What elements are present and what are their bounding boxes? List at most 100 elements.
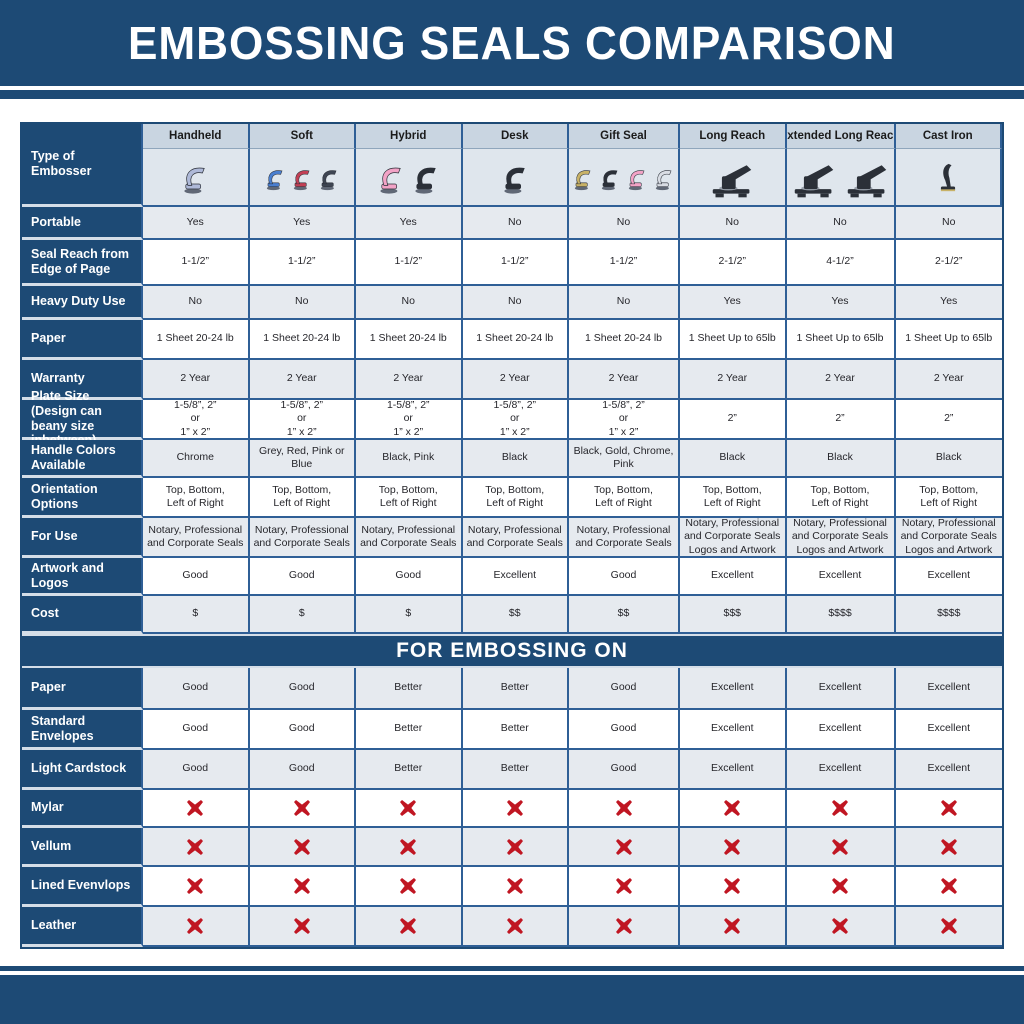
spec-cell: 2 Year [569, 360, 680, 400]
embosser-glyph [293, 170, 310, 191]
not-suitable-x-icon [940, 800, 957, 816]
embosser-glyph [380, 167, 401, 194]
row-label-artwork-and-logos: Artwork and Logos [22, 558, 143, 596]
extended-long-reach-embosser-image [786, 149, 896, 207]
spec-cell: Top, Bottom, Left of Right [143, 478, 250, 518]
row-label-leather: Leather [22, 907, 143, 947]
embosser-glyph [794, 165, 833, 198]
not-suitable-x-icon [187, 838, 204, 855]
row-label-light-cardstock: Light Cardstock [22, 750, 143, 790]
not-suitable-x-icon [615, 838, 632, 855]
row-label-seal-reach-from-edge-of-page: Seal Reach from Edge of Page [22, 240, 143, 286]
spec-cell: 1 Sheet 20-24 lb [356, 320, 463, 360]
not-suitable-x-icon [187, 878, 204, 894]
embossing-cell: Better [462, 750, 569, 790]
spec-cell: 1-5/8”, 2” or 1” x 2” [462, 400, 569, 440]
spec-cell: No [895, 207, 1002, 240]
row-label-warranty: Warranty [22, 360, 143, 400]
spec-cell: Yes [786, 286, 896, 320]
spec-cell: Yes [895, 286, 1002, 320]
spec-cell: No [462, 286, 569, 320]
spec-cell: 2 Year [249, 360, 356, 400]
embossing-cell: Good [143, 668, 250, 710]
footer-bar [0, 975, 1024, 1024]
embossing-cell [143, 828, 250, 867]
embossing-cell [462, 828, 569, 867]
spec-cell: Top, Bottom, Left of Right [680, 478, 787, 518]
spec-cell: Yes [249, 207, 356, 240]
spec-cell: Notary, Professional and Corporate Seals… [786, 518, 896, 558]
embossing-cell: Good [249, 710, 356, 750]
embossing-cell [356, 867, 463, 907]
embossing-cell: Excellent [786, 750, 896, 790]
footer-top-rule [0, 966, 1024, 971]
spec-cell: 2” [680, 400, 787, 440]
spec-cell: 2 Year [143, 360, 250, 400]
spec-cell: Good [569, 558, 680, 596]
embossing-cell [895, 907, 1002, 947]
spec-cell: No [569, 207, 680, 240]
embossing-cell [569, 907, 680, 947]
spec-cell: 1-1/2” [356, 240, 463, 286]
spec-cell: Excellent [895, 558, 1002, 596]
spec-cell: $$$$ [786, 596, 896, 634]
embossing-cell [143, 867, 250, 907]
embossing-cell [462, 907, 569, 947]
row-label-portable: Portable [22, 207, 143, 240]
not-suitable-x-icon [832, 838, 848, 855]
row-label-lined-evenvlops: Lined Evenvlops [22, 867, 143, 907]
comparison-table: Type of Embosser Handheld Soft Hybrid Desk Gi… [20, 122, 1004, 949]
not-suitable-x-icon [832, 918, 848, 934]
embossing-cell: Good [569, 750, 680, 790]
embosser-glyph [415, 167, 436, 194]
footer-divider-gap [0, 971, 1024, 975]
spec-cell: No [249, 286, 356, 320]
gift-seal-embosser-image [569, 149, 680, 207]
column-header-desk: Desk [462, 124, 569, 149]
spec-cell: 1-5/8”, 2” or 1” x 2” [569, 400, 680, 440]
spec-cell: 1 Sheet 20-24 lb [569, 320, 680, 360]
embossing-cell [895, 828, 1002, 867]
spec-cell: $ [249, 596, 356, 634]
embossing-cell: Good [249, 668, 356, 710]
spec-cell: Black [680, 440, 787, 478]
spec-cell: Excellent [680, 558, 787, 596]
row-label-heavy-duty-use: Heavy Duty Use [22, 286, 143, 320]
spec-cell: 1 Sheet Up to 65lb [786, 320, 896, 360]
embossing-cell: Excellent [786, 668, 896, 710]
embossing-cell [680, 867, 787, 907]
embosser-glyph [628, 170, 645, 191]
embossing-cell [786, 828, 896, 867]
not-suitable-x-icon [506, 878, 523, 894]
column-header-gift-seal: Gift Seal [569, 124, 680, 149]
embossing-cell: Good [569, 668, 680, 710]
spec-cell: Black, Pink [356, 440, 463, 478]
spec-cell: $$$$ [895, 596, 1002, 634]
row-label-standard-envelopes: Standard Envelopes [22, 710, 143, 750]
embossing-cell: Good [569, 710, 680, 750]
embossing-cell [895, 867, 1002, 907]
spec-cell: Notary, Professional and Corporate Seals [569, 518, 680, 558]
spec-cell: Yes [680, 286, 787, 320]
not-suitable-x-icon [940, 878, 957, 894]
not-suitable-x-icon [293, 918, 310, 934]
row-label-handle-colors-available: Handle Colors Available [22, 440, 143, 478]
embosser-glyph [320, 170, 337, 191]
embossing-cell [356, 828, 463, 867]
spec-cell: 1-5/8”, 2” or 1” x 2” [356, 400, 463, 440]
not-suitable-x-icon [724, 918, 741, 934]
spec-cell: No [356, 286, 463, 320]
spec-cell: No [786, 207, 896, 240]
spec-cell: Excellent [786, 558, 896, 596]
embossing-cell [786, 790, 896, 828]
spec-cell: $$ [569, 596, 680, 634]
row-label-mylar: Mylar [22, 790, 143, 828]
embossing-cell: Excellent [895, 668, 1002, 710]
spec-cell: 2 Year [356, 360, 463, 400]
embossing-cell: Better [356, 750, 463, 790]
row-label-paper: Paper [22, 320, 143, 360]
row-label-plate-size-design-can-beany-size-inbetween-: Plate Size (Design can beany size inbetw… [22, 389, 143, 447]
spec-cell: 1-1/2” [462, 240, 569, 286]
spec-cell: Black [895, 440, 1002, 478]
not-suitable-x-icon [724, 838, 741, 855]
